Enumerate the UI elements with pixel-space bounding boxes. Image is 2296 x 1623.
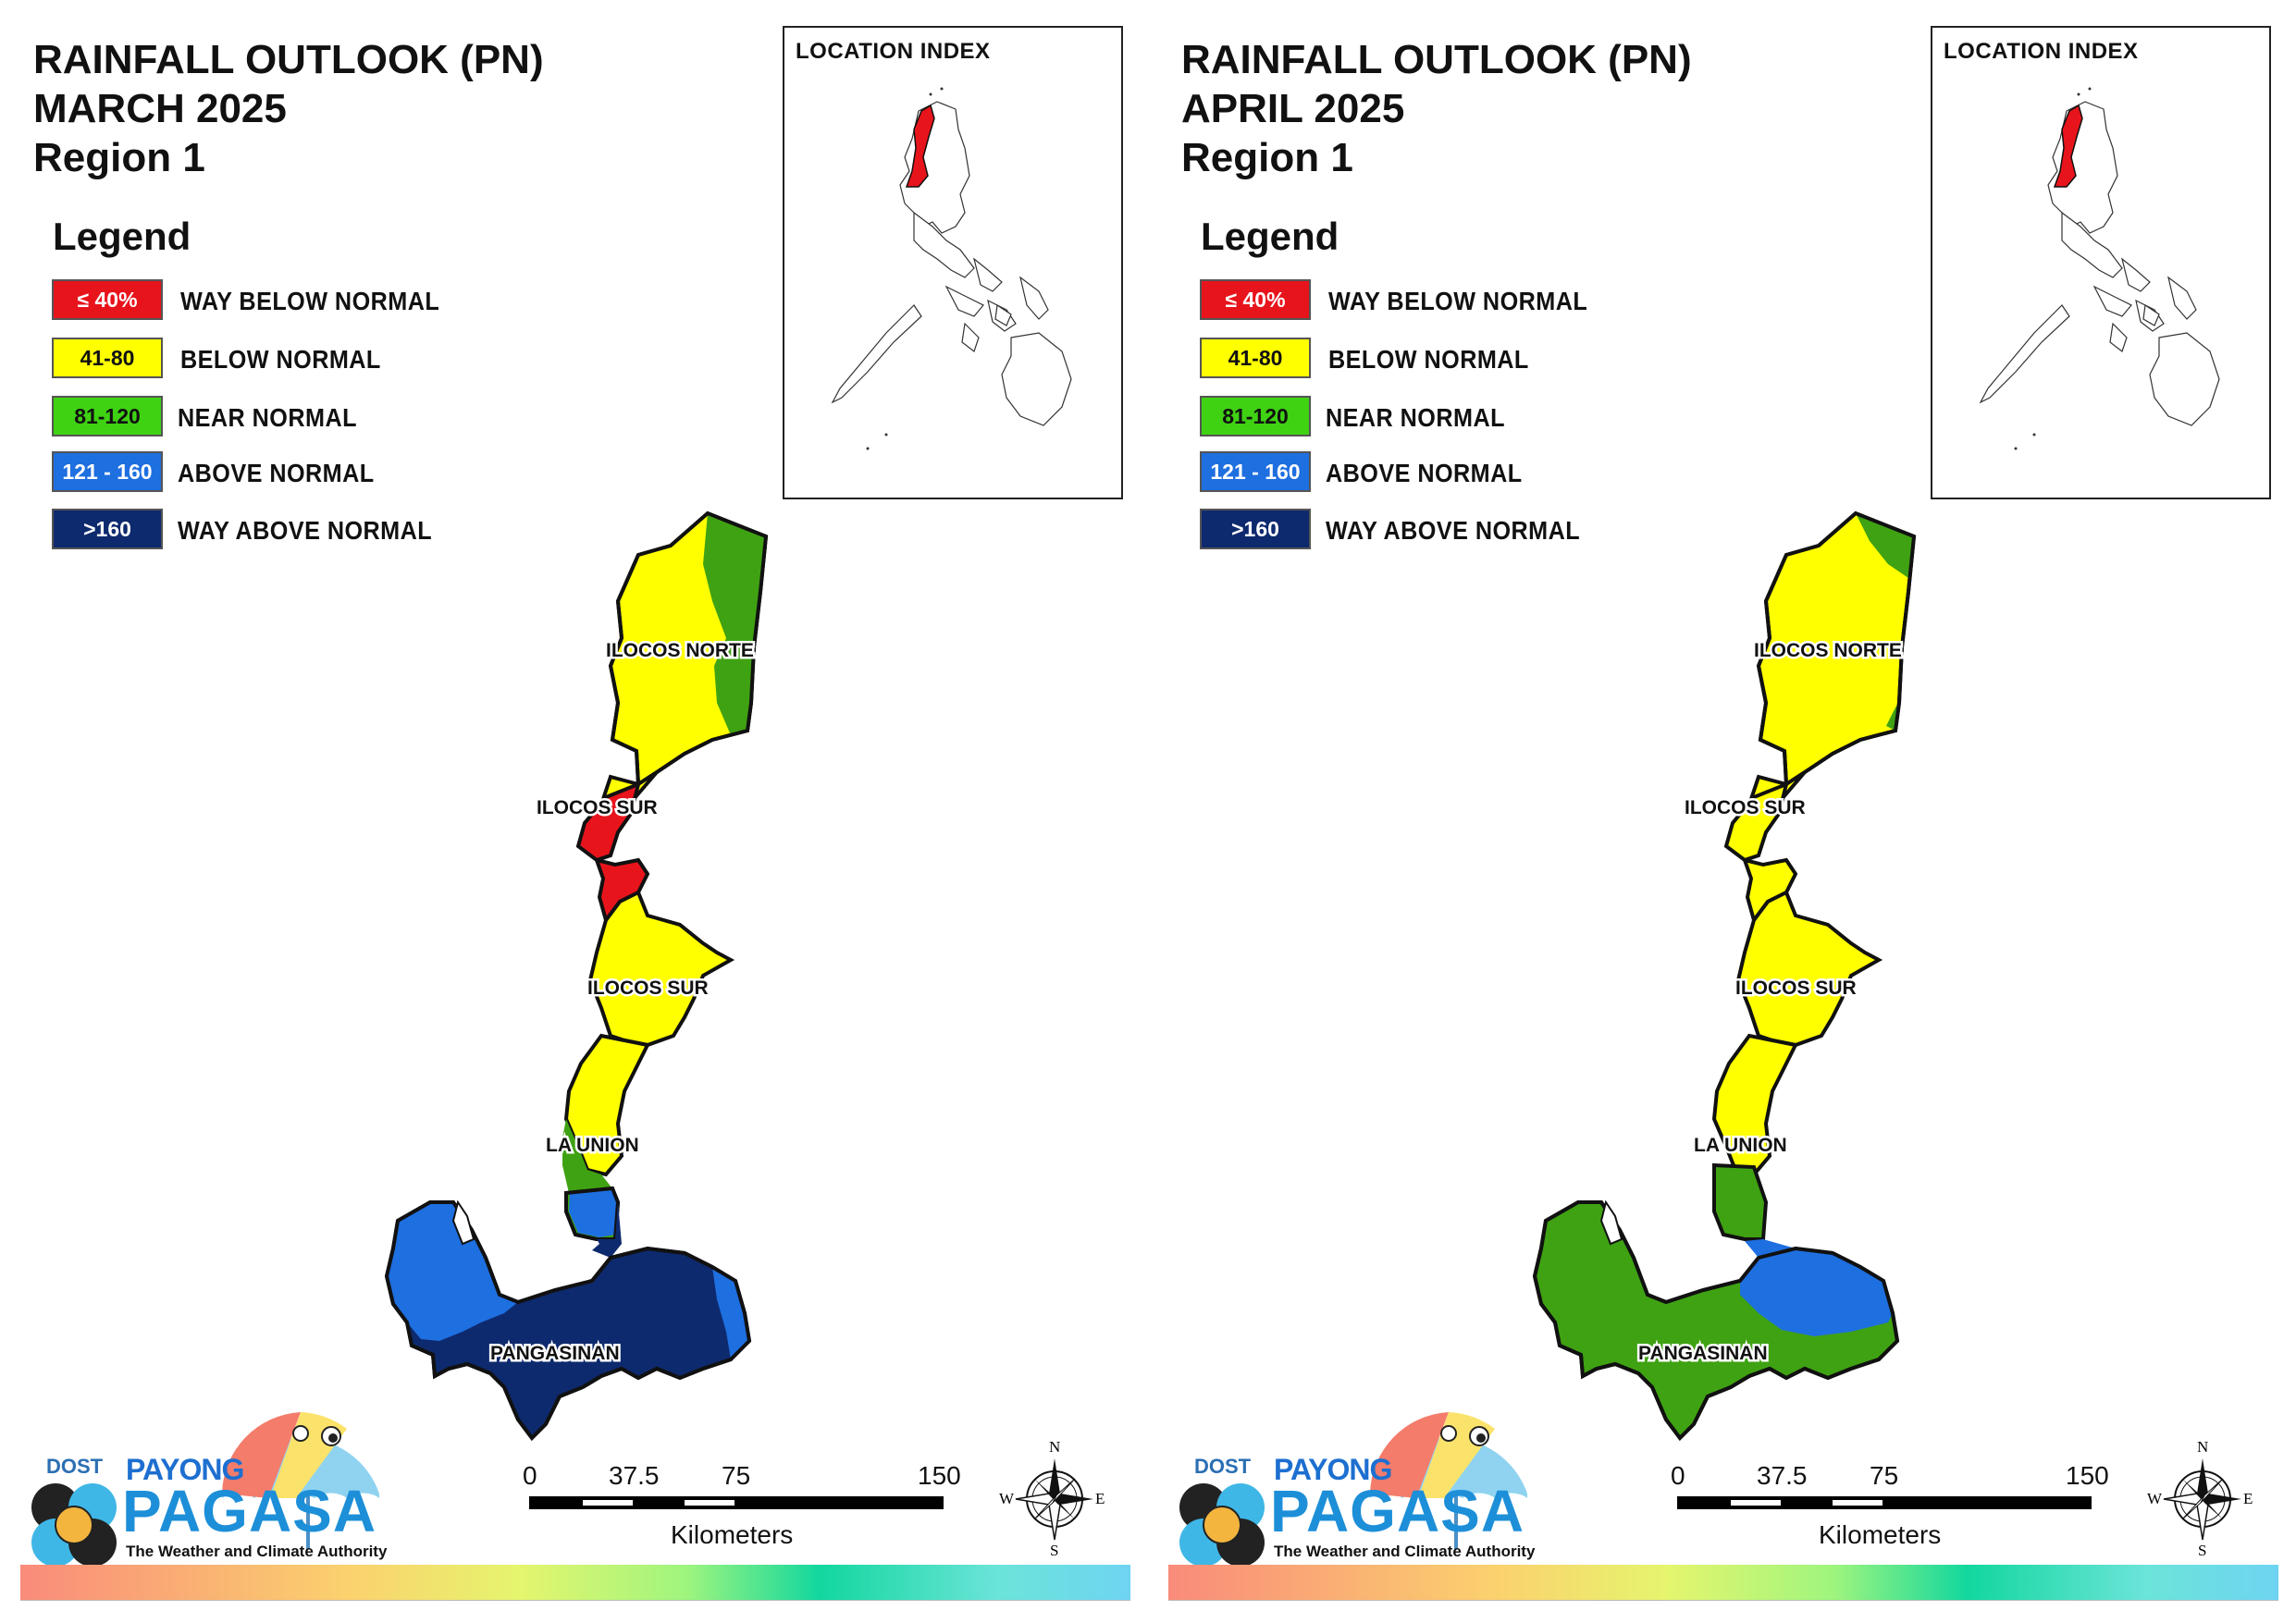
- location-index: LOCATION INDEX: [783, 26, 1123, 499]
- title-line-1: RAINFALL OUTLOOK (PN): [33, 37, 544, 82]
- compass-rose-icon: N S E W: [2147, 1438, 2258, 1559]
- scale-bar-graphic: [1677, 1496, 2092, 1509]
- compass-n: N: [2197, 1438, 2209, 1456]
- label-ilocos-sur-north: ILOCOS SUR: [1685, 797, 1806, 818]
- scale-tick-1: 37.5: [609, 1461, 660, 1490]
- logo-dost: DOST: [1194, 1455, 1252, 1478]
- region1-map-april: ILOCOS NORTE ILOCOS SUR ILOCOS SUR LA UN…: [1532, 510, 1917, 1442]
- legend-swatch: ≤ 40%: [52, 279, 163, 320]
- legend-label: WAY BELOW NORMAL: [1328, 287, 1588, 315]
- philippines-index-map: [1979, 87, 2220, 450]
- legend-label: WAY BELOW NORMAL: [180, 287, 440, 315]
- legend-label: BELOW NORMAL: [180, 345, 381, 374]
- legend-title: Legend: [1201, 215, 1339, 258]
- label-la-union: LA UNION: [546, 1135, 639, 1156]
- legend-swatch: >160: [52, 509, 163, 549]
- title-line-3: Region 1: [33, 135, 205, 180]
- logo-pagasa: PAGASA: [1270, 1478, 1525, 1544]
- scale-unit: Kilometers: [1819, 1520, 1942, 1549]
- map-title: RAINFALL OUTLOOK (PN) APRIL 2025 Region …: [1181, 35, 1692, 182]
- legend-swatch: 121 - 160: [1200, 451, 1311, 492]
- title-line-3: Region 1: [1181, 135, 1353, 180]
- legend-swatch: 121 - 160: [52, 451, 163, 492]
- legend-swatch: 41-80: [1200, 338, 1311, 378]
- pagasa-logo: DOST PAYONG PAGASA The Weather and Clima…: [28, 1392, 416, 1572]
- scale-tick-0: 0: [1671, 1461, 1685, 1490]
- legend-title: Legend: [53, 215, 191, 258]
- title-line-2: APRIL 2025: [1181, 86, 1405, 131]
- scale-unit: Kilometers: [671, 1520, 794, 1549]
- legend-swatch: ≤ 40%: [1200, 279, 1311, 320]
- label-pangasinan: PANGASINAN: [1638, 1343, 1768, 1364]
- label-ilocos-sur-north: ILOCOS SUR: [537, 797, 658, 818]
- label-la-union: LA UNION: [1694, 1135, 1787, 1156]
- logo-pagasa: PAGASA: [122, 1478, 377, 1544]
- compass-n: N: [1049, 1438, 1061, 1456]
- compass-s: S: [2198, 1542, 2207, 1559]
- logo-payong: PAYONG: [1274, 1453, 1392, 1486]
- location-index-title: LOCATION INDEX: [796, 39, 991, 64]
- legend-label: NEAR NORMAL: [178, 403, 357, 432]
- panel-march: RAINFALL OUTLOOK (PN) MARCH 2025 Region …: [20, 26, 1130, 1606]
- label-ilocos-norte: ILOCOS NORTE: [606, 640, 754, 661]
- scale-tick-3: 150: [2066, 1461, 2109, 1490]
- location-index-title: LOCATION INDEX: [1944, 39, 2139, 64]
- footer-gradient-bar: [1168, 1565, 2278, 1600]
- title-line-1: RAINFALL OUTLOOK (PN): [1181, 37, 1692, 82]
- legend-swatch: 81-120: [52, 396, 163, 436]
- panel-april: RAINFALL OUTLOOK (PN) APRIL 2025 Region …: [1148, 0, 2296, 1623]
- label-ilocos-sur-south: ILOCOS SUR: [1735, 977, 1857, 999]
- legend-swatch: 81-120: [1200, 396, 1311, 436]
- footer-gradient-bar: [20, 1565, 1130, 1600]
- logo-tagline: The Weather and Climate Authority: [126, 1543, 388, 1560]
- compass-e: E: [1095, 1490, 1105, 1507]
- philippines-index-map: [831, 87, 1072, 450]
- logo-payong: PAYONG: [126, 1453, 244, 1486]
- logo-tagline: The Weather and Climate Authority: [1274, 1543, 1536, 1560]
- footer-gradient-ticks: [1168, 1600, 2278, 1606]
- title-line-2: MARCH 2025: [33, 86, 287, 131]
- compass-s: S: [1050, 1542, 1059, 1559]
- map-title: RAINFALL OUTLOOK (PN) MARCH 2025 Region …: [33, 35, 544, 182]
- label-pangasinan: PANGASINAN: [490, 1343, 620, 1364]
- scale-tick-2: 75: [722, 1461, 751, 1490]
- logo-dost: DOST: [46, 1455, 104, 1478]
- footer-gradient-ticks: [20, 1600, 1130, 1606]
- label-ilocos-norte: ILOCOS NORTE: [1754, 640, 1902, 661]
- scale-tick-1: 37.5: [1757, 1461, 1808, 1490]
- scale-tick-2: 75: [1870, 1461, 1899, 1490]
- scale-bar: 0 37.5 75 150 Kilometers: [518, 1461, 962, 1554]
- compass-e: E: [2243, 1490, 2253, 1507]
- legend-swatch: 41-80: [52, 338, 163, 378]
- location-index: LOCATION INDEX: [1931, 26, 2271, 499]
- legend-label: NEAR NORMAL: [1326, 403, 1505, 432]
- legend-label: WAY ABOVE NORMAL: [178, 516, 433, 545]
- compass-w: W: [2147, 1490, 2163, 1507]
- region1-map-march: ILOCOS NORTE ILOCOS SUR ILOCOS SUR LA UN…: [384, 510, 769, 1442]
- legend-label: ABOVE NORMAL: [1326, 459, 1523, 487]
- legend-label: WAY ABOVE NORMAL: [1326, 516, 1581, 545]
- legend-label: BELOW NORMAL: [1328, 345, 1529, 374]
- compass-w: W: [999, 1490, 1015, 1507]
- scale-tick-0: 0: [523, 1461, 537, 1490]
- scale-tick-3: 150: [918, 1461, 961, 1490]
- scale-bar: 0 37.5 75 150 Kilometers: [1666, 1461, 2110, 1554]
- label-ilocos-sur-south: ILOCOS SUR: [587, 977, 709, 999]
- scale-bar-graphic: [529, 1496, 944, 1509]
- legend-label: ABOVE NORMAL: [178, 459, 375, 487]
- pagasa-logo: DOST PAYONG PAGASA The Weather and Clima…: [1176, 1392, 1564, 1572]
- legend-swatch: >160: [1200, 509, 1311, 549]
- compass-rose-icon: N S E W: [999, 1438, 1110, 1559]
